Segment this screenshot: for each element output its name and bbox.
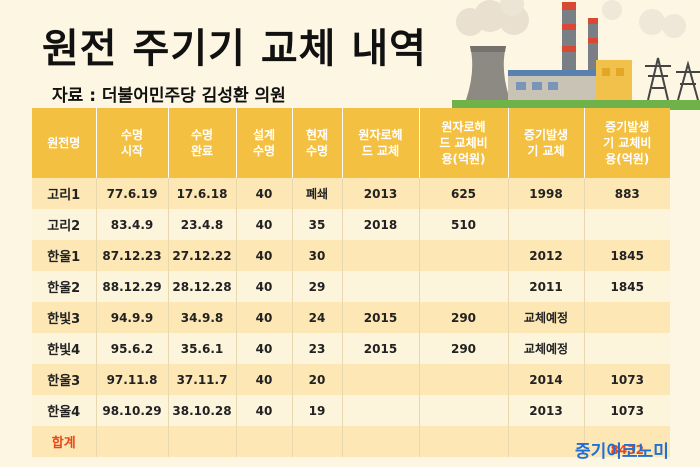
- cell-reactor-head-cost: 625: [419, 178, 509, 209]
- cell-life-end: 37.11.7: [168, 364, 237, 395]
- cell-design-life: 40: [236, 333, 293, 364]
- cell-reactor-head-replacement: [342, 395, 420, 426]
- cell-design-life: 40: [236, 302, 293, 333]
- cell-plant-name: 한울3: [32, 364, 97, 395]
- cell-current-life: 30: [292, 240, 343, 271]
- cell-steam-generator-replacement: [508, 209, 585, 240]
- cell-steam-generator-cost: 1845: [584, 240, 670, 271]
- cell-current-life: 24: [292, 302, 343, 333]
- cell-design-life: 40: [236, 240, 293, 271]
- cell-reactor-head-cost: [419, 395, 509, 426]
- cell-life-start: 77.6.19: [96, 178, 169, 209]
- cell-current-life: 19: [292, 395, 343, 426]
- cell-design-life: 40: [236, 271, 293, 302]
- header-life-start: 수명 시작: [96, 108, 169, 178]
- cell-plant-name: 고리1: [32, 178, 97, 209]
- header-row: 원전명 수명 시작 수명 완료 설계 수명 현재 수명 원자로헤 드 교체 원자로헤 드 교…: [32, 108, 670, 178]
- total-label: 합계: [32, 426, 97, 457]
- cell-reactor-head-replacement: 2015: [342, 302, 420, 333]
- header-reactor-head-cost: 원자로헤 드 교체비 용(억원): [419, 108, 509, 178]
- cell-life-start: 87.12.23: [96, 240, 169, 271]
- header-reactor-head-replacement: 원자로헤 드 교체: [342, 108, 420, 178]
- cell-steam-generator-replacement: 2011: [508, 271, 585, 302]
- table-row: 한빛3 94.9.9 34.9.8 40 24 2015 290 교체예정: [32, 302, 670, 333]
- cell-reactor-head-replacement: [342, 364, 420, 395]
- table-row: 고리2 83.4.9 23.4.8 40 35 2018 510: [32, 209, 670, 240]
- cell-life-start: 88.12.29: [96, 271, 169, 302]
- cell-design-life: 40: [236, 395, 293, 426]
- cell-steam-generator-replacement: 2012: [508, 240, 585, 271]
- cell-steam-generator-replacement: 교체예정: [508, 302, 585, 333]
- cell-plant-name: 한빛4: [32, 333, 97, 364]
- cell-reactor-head-replacement: 2013: [342, 178, 420, 209]
- cell-life-start: 97.11.8: [96, 364, 169, 395]
- cell-life-end: 34.9.8: [168, 302, 237, 333]
- cell-life-end: 23.4.8: [168, 209, 237, 240]
- cell-steam-generator-cost: [584, 333, 670, 364]
- cell-steam-generator-cost: 883: [584, 178, 670, 209]
- cell-reactor-head-replacement: [342, 271, 420, 302]
- cell-design-life: 40: [236, 178, 293, 209]
- header-current-life: 현재 수명: [292, 108, 343, 178]
- table-row: 한울1 87.12.23 27.12.22 40 30 2012 1845: [32, 240, 670, 271]
- cell-reactor-head-cost: 290: [419, 333, 509, 364]
- cell-steam-generator-cost: 1073: [584, 364, 670, 395]
- cell-current-life: 폐쇄: [292, 178, 343, 209]
- cell-design-life: 40: [236, 209, 293, 240]
- cell-life-start: 98.10.29: [96, 395, 169, 426]
- replacement-table: 원전명 수명 시작 수명 완료 설계 수명 현재 수명 원자로헤 드 교체 원자로헤 드 교…: [32, 108, 670, 457]
- cell-steam-generator-replacement: 2014: [508, 364, 585, 395]
- cell-life-start: 94.9.9: [96, 302, 169, 333]
- cell-plant-name: 한빛3: [32, 302, 97, 333]
- header-plant-name: 원전명: [32, 108, 97, 178]
- cell-steam-generator-cost: 1845: [584, 271, 670, 302]
- header-steam-generator-cost: 증기발생 기 교체비 용(억원): [584, 108, 670, 178]
- cell-reactor-head-cost: 510: [419, 209, 509, 240]
- cell-steam-generator-replacement: 교체예정: [508, 333, 585, 364]
- cell-reactor-head-cost: 290: [419, 302, 509, 333]
- cell-reactor-head-replacement: 2018: [342, 209, 420, 240]
- header-steam-generator-replacement: 증기발생 기 교체: [508, 108, 585, 178]
- cell-plant-name: 한울1: [32, 240, 97, 271]
- table-row: 한울4 98.10.29 38.10.28 40 19 2013 1073: [32, 395, 670, 426]
- cell-current-life: 23: [292, 333, 343, 364]
- cell-steam-generator-replacement: 1998: [508, 178, 585, 209]
- cell-life-end: 17.6.18: [168, 178, 237, 209]
- cell-life-end: 38.10.28: [168, 395, 237, 426]
- cell-reactor-head-cost: [419, 271, 509, 302]
- cell-reactor-head-cost: [419, 240, 509, 271]
- cell-plant-name: 고리2: [32, 209, 97, 240]
- cell-steam-generator-replacement: 2013: [508, 395, 585, 426]
- total-row: 합계 8432: [32, 426, 670, 457]
- source-note: 자료 : 더불어민주당 김성환 의원: [52, 86, 286, 106]
- cell-life-end: 27.12.22: [168, 240, 237, 271]
- table-row: 고리1 77.6.19 17.6.18 40 폐쇄 2013 625 1998 …: [32, 178, 670, 209]
- table-row: 한빛4 95.6.2 35.6.1 40 23 2015 290 교체예정: [32, 333, 670, 364]
- cell-current-life: 35: [292, 209, 343, 240]
- cell-life-end: 28.12.28: [168, 271, 237, 302]
- cell-life-end: 35.6.1: [168, 333, 237, 364]
- cell-design-life: 40: [236, 364, 293, 395]
- cell-life-start: 95.6.2: [96, 333, 169, 364]
- cell-life-start: 83.4.9: [96, 209, 169, 240]
- cell-steam-generator-cost: 1073: [584, 395, 670, 426]
- cell-steam-generator-cost: [584, 209, 670, 240]
- cell-plant-name: 한울2: [32, 271, 97, 302]
- brand-logo-text: 중기이코노미: [575, 442, 669, 462]
- total-value: 8432: [584, 426, 670, 457]
- cell-steam-generator-cost: [584, 302, 670, 333]
- cell-current-life: 29: [292, 271, 343, 302]
- header-design-life: 설계 수명: [236, 108, 293, 178]
- cell-reactor-head-cost: [419, 364, 509, 395]
- table-row: 한울2 88.12.29 28.12.28 40 29 2011 1845: [32, 271, 670, 302]
- cell-current-life: 20: [292, 364, 343, 395]
- power-plant-illustration: [452, 0, 700, 110]
- cell-reactor-head-replacement: [342, 240, 420, 271]
- cell-reactor-head-replacement: 2015: [342, 333, 420, 364]
- header-life-end: 수명 완료: [168, 108, 237, 178]
- page-title: 원전 주기기 교체 내역: [42, 26, 427, 72]
- table-row: 한울3 97.11.8 37.11.7 40 20 2014 1073: [32, 364, 670, 395]
- cell-plant-name: 한울4: [32, 395, 97, 426]
